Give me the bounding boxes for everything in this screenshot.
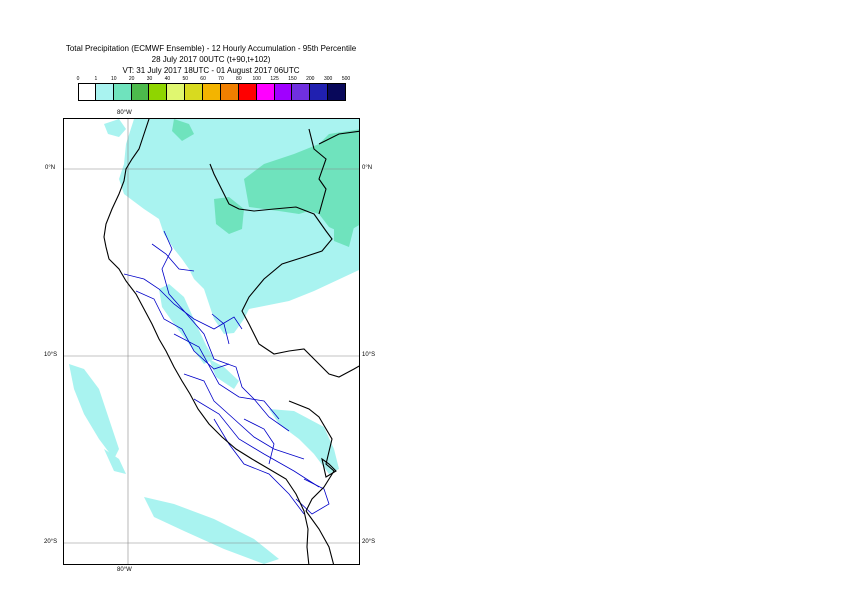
legend-threshold-label: 10	[110, 76, 117, 82]
legend-threshold-label: 150	[288, 76, 297, 82]
lat-label-20-left: 20°S	[44, 539, 58, 545]
legend-threshold-label: 30	[146, 76, 153, 82]
legend-threshold-label: 300	[324, 76, 333, 82]
legend-swatch	[149, 84, 168, 100]
legend-swatch	[167, 84, 186, 100]
legend-threshold-label: 70	[218, 76, 224, 82]
legend-threshold-label: 20	[128, 76, 135, 82]
legend-threshold-label: 125	[270, 76, 279, 82]
lat-label-20-right: 20°S	[362, 539, 376, 545]
lat-label-0-right: 0°N	[362, 165, 373, 171]
lat-label-10-right: 10°S	[362, 352, 376, 358]
legend-threshold-label: 100	[252, 76, 261, 82]
lon-label-top: 80°W	[117, 110, 132, 116]
legend-threshold-label: 40	[164, 76, 171, 82]
lat-label-10-left: 10°S	[44, 352, 58, 358]
base-time: 28 July 2017 00UTC (t+90,t+102)	[151, 55, 271, 64]
lat-label-0-left: 0°N	[45, 165, 56, 171]
legend-swatch	[256, 84, 275, 100]
coastline-borders	[103, 119, 359, 564]
valid-time: VT: 31 July 2017 18UTC - 01 August 2017 …	[122, 66, 300, 75]
legend-swatch	[78, 84, 96, 100]
internal-borders	[123, 230, 330, 515]
lon-label-bottom: 80°W	[117, 567, 132, 573]
legend-swatch	[131, 84, 150, 100]
legend-swatch	[220, 84, 239, 100]
legend-swatch	[95, 84, 114, 100]
legend-swatch	[310, 84, 329, 100]
legend-threshold-label: 0	[76, 76, 80, 82]
precip-map	[64, 119, 359, 564]
legend-threshold-label: 500	[341, 76, 351, 82]
legend-swatch	[274, 84, 293, 100]
legend-threshold-label: 50	[182, 76, 188, 82]
legend-threshold-label: 80	[236, 76, 242, 82]
legend-threshold-label: 60	[200, 76, 206, 82]
map-panel	[63, 118, 360, 565]
legend-swatch	[113, 84, 132, 100]
legend-frame	[78, 83, 346, 101]
legend-swatch	[203, 84, 221, 100]
map-title: Total Precipitation (ECMWF Ensemble) - 1…	[65, 44, 357, 53]
legend-threshold-label: 1	[94, 76, 98, 82]
legend-swatch	[292, 84, 311, 100]
legend-swatch	[238, 84, 257, 100]
legend-threshold-label: 200	[306, 76, 315, 82]
precip-moderate-area	[172, 119, 359, 247]
legend-swatch	[185, 84, 204, 100]
